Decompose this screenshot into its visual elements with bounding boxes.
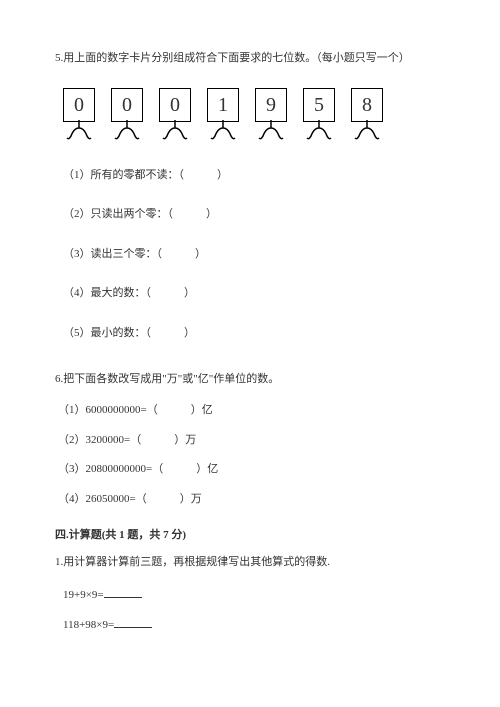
card-stand [210,120,236,142]
calc-item-1: 19+9×9= [63,586,445,605]
card-stand [114,120,140,142]
card-stand [162,120,188,142]
blank-line [114,616,152,628]
card-holder: 9 [255,88,287,142]
calc-expr: 118+98×9= [63,619,114,631]
q5-item-3: （3）读出三个零：（ ） [63,246,445,264]
q6-item-2: （2）3200000=（ ）万 [58,432,445,450]
blank-line [104,586,142,598]
calc-expr: 19+9×9= [63,589,104,601]
card-holder: 1 [207,88,239,142]
q6-item-3: （3）20800000000=（ ）亿 [58,461,445,479]
digit-card: 1 [207,88,239,122]
q6-item-1: （1）6000000000=（ ）亿 [58,402,445,420]
q5-item-2: （2）只读出两个零：（ ） [63,206,445,224]
digit-card: 8 [351,88,383,122]
section4-header: 四.计算题(共 1 题，共 7 分) [55,527,445,545]
q6-block: 6.把下面各数改写成用"万"或"亿"作单位的数。 （1）6000000000=（… [55,371,445,509]
card-stand [66,120,92,142]
card-stand [306,120,332,142]
q5-item-5: （5）最小的数：（ ） [63,325,445,343]
digit-card: 0 [159,88,191,122]
card-holder: 0 [63,88,95,142]
card-holder: 5 [303,88,335,142]
card-holder: 0 [159,88,191,142]
q6-title: 6.把下面各数改写成用"万"或"亿"作单位的数。 [55,371,445,389]
digit-card: 0 [111,88,143,122]
card-holder: 0 [111,88,143,142]
digit-card: 0 [63,88,95,122]
card-stand [258,120,284,142]
card-holder: 8 [351,88,383,142]
q5-item-4: （4）最大的数：（ ） [63,285,445,303]
card-stand [354,120,380,142]
q6-item-4: （4）26050000=（ ）万 [58,491,445,509]
digit-cards-row: 0 0 0 1 9 5 8 [63,88,445,142]
calc-title: 1.用计算器计算前三题，再根据规律写出其他算式的得数. [55,554,445,572]
digit-card: 9 [255,88,287,122]
q5-title: 5.用上面的数字卡片分别组成符合下面要求的七位数。（每小题只写一个） [55,50,445,68]
q5-item-1: （1）所有的零都不读：（ ） [63,167,445,185]
calc-item-2: 118+98×9= [63,616,445,635]
digit-card: 5 [303,88,335,122]
